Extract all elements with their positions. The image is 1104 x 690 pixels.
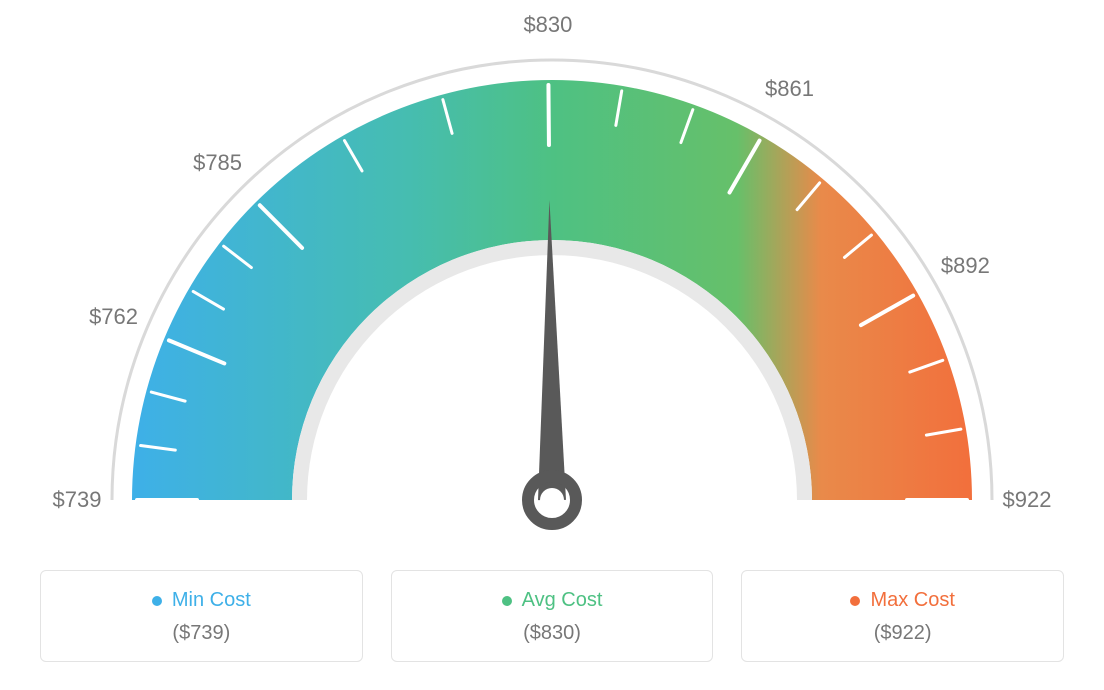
legend-max: Max Cost ($922)	[741, 570, 1064, 662]
gauge-tick-label: $830	[523, 12, 572, 38]
gauge-tick-label: $739	[53, 487, 102, 513]
legend-max-text: Max Cost	[870, 589, 954, 612]
cost-gauge-container: $739 $762 $785 $830 $861 $892 $922 Min Cost ($…	[0, 0, 1104, 690]
legend-min-text: Min Cost	[172, 589, 251, 612]
legend-row: Min Cost ($739) Avg Cost ($830) Max Cost…	[40, 570, 1064, 662]
dot-icon	[502, 596, 512, 606]
legend-max-label: Max Cost	[850, 589, 954, 612]
legend-min-value: ($739)	[51, 622, 352, 645]
legend-max-value: ($922)	[752, 622, 1053, 645]
legend-avg: Avg Cost ($830)	[391, 570, 714, 662]
gauge-tick-label: $892	[941, 253, 990, 279]
legend-avg-text: Avg Cost	[522, 589, 603, 612]
gauge-tick-label: $922	[1003, 487, 1052, 513]
dot-icon	[152, 596, 162, 606]
dot-icon	[850, 596, 860, 606]
legend-avg-label: Avg Cost	[502, 589, 603, 612]
gauge-tick-label: $762	[89, 304, 138, 330]
gauge-tick-label: $785	[193, 150, 242, 176]
legend-min: Min Cost ($739)	[40, 570, 363, 662]
legend-min-label: Min Cost	[152, 589, 251, 612]
gauge-tick-label: $861	[765, 76, 814, 102]
legend-avg-value: ($830)	[402, 622, 703, 645]
gauge-chart: $739 $762 $785 $830 $861 $892 $922	[0, 0, 1104, 560]
